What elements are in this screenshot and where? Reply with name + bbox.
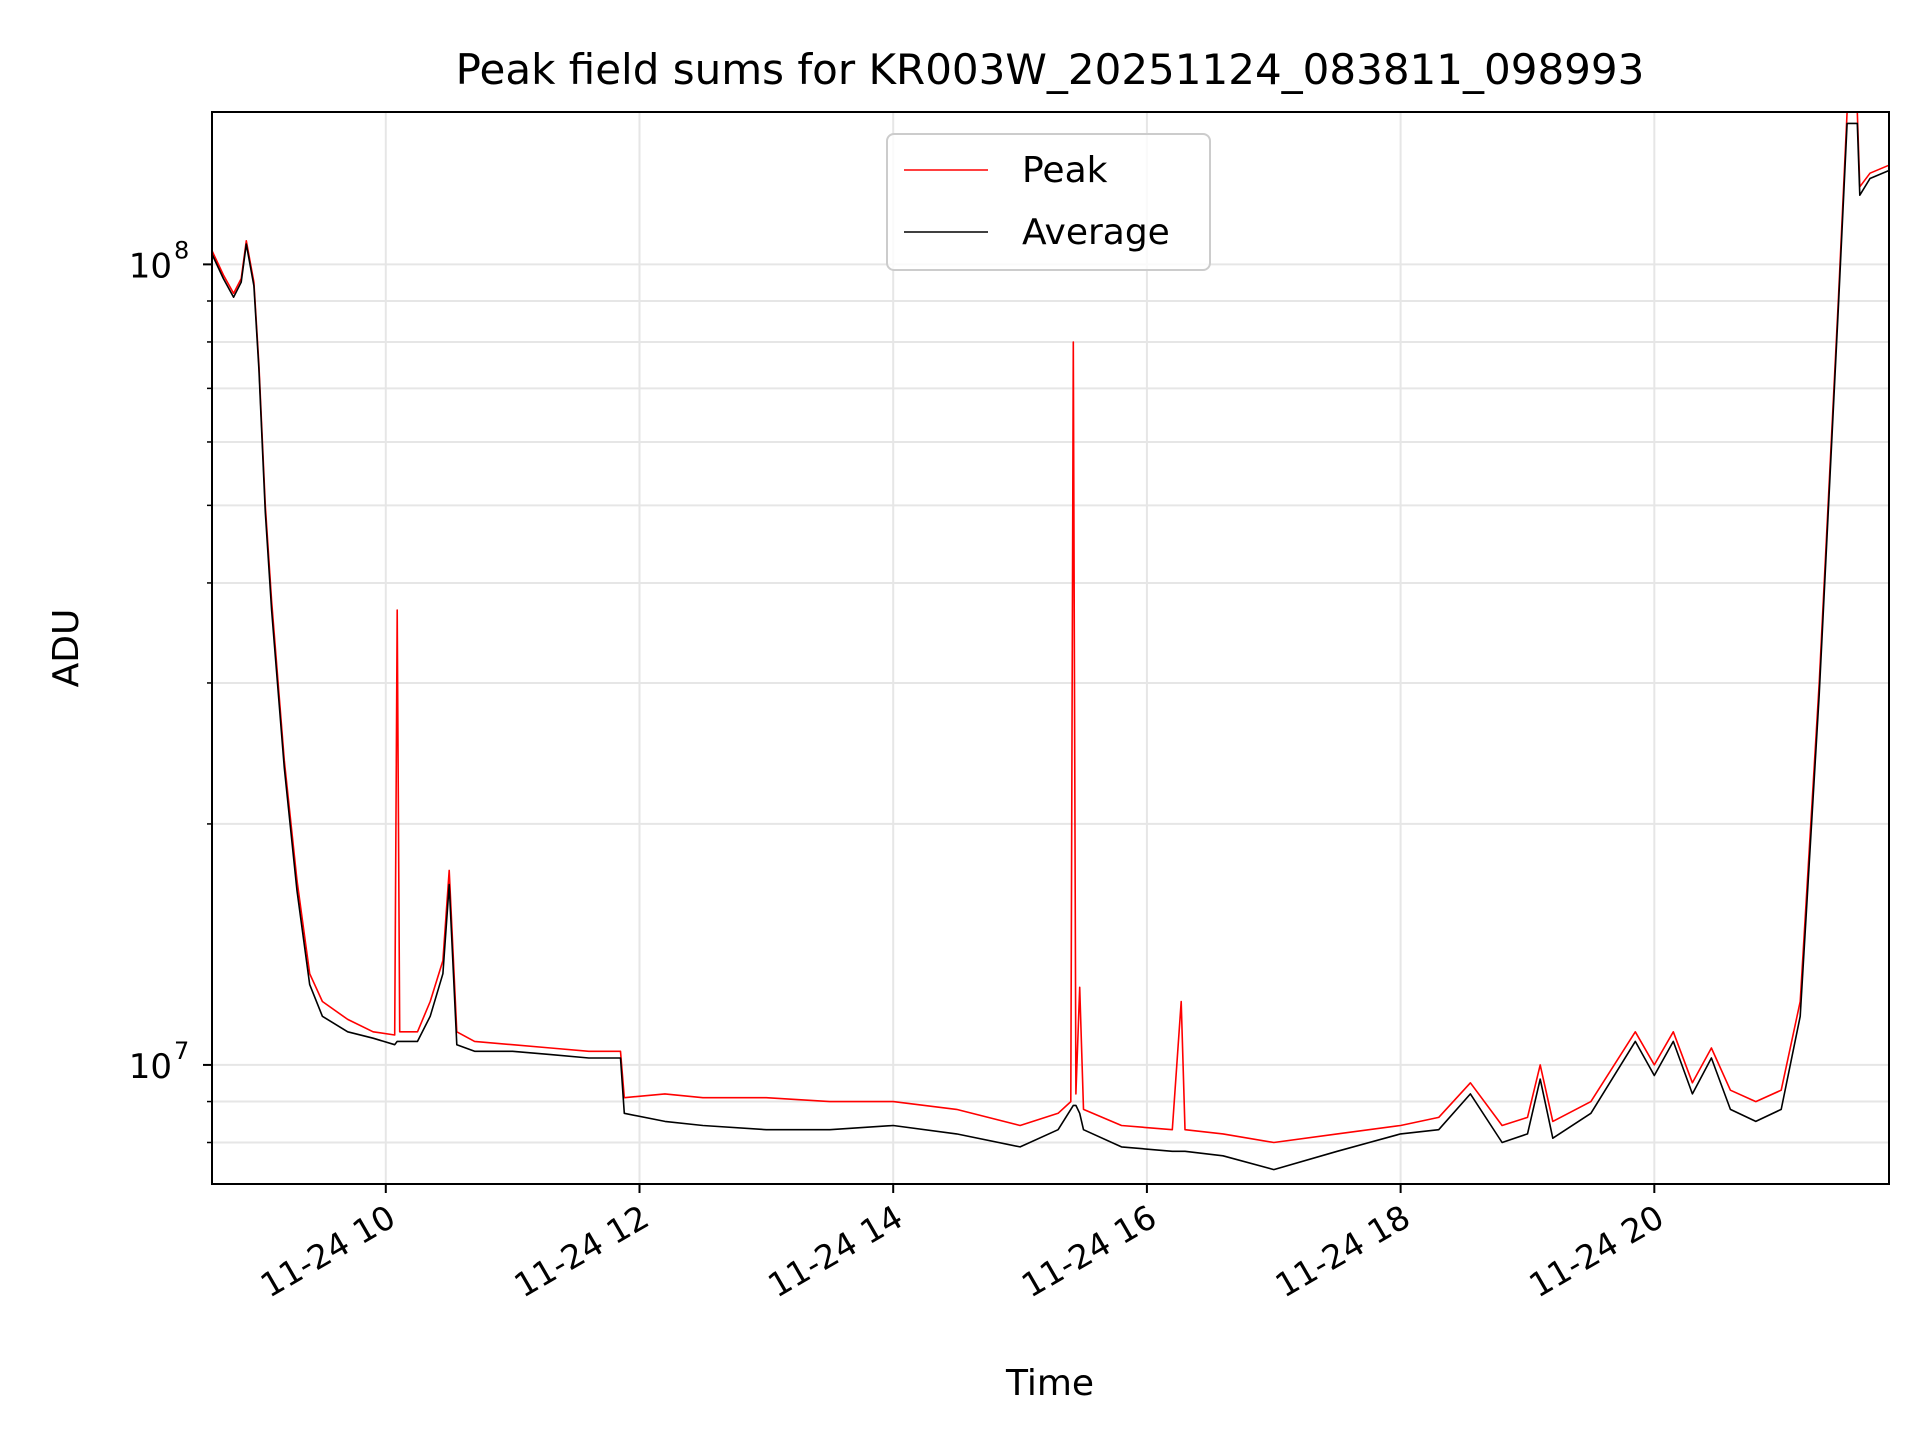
axes-frame [211,111,1890,1185]
legend-box [886,133,1211,271]
legend-label-peak: Peak [1022,150,1108,191]
y-axis-label: ADU [46,609,87,688]
y-tick-label: 10 [129,246,172,286]
series-line-average [211,122,1890,1171]
grid [212,112,1889,1184]
series-line-peak [211,111,1890,1144]
legend-label-average: Average [1022,212,1170,253]
y-tick-label-exponent: 7 [174,1037,189,1065]
plot-series [211,111,1890,1171]
y-tick-label-exponent: 8 [174,236,189,264]
y-tick-label: 10 [129,1047,172,1087]
legend: Peak Average [886,133,1211,271]
x-axis-label: Time [1005,1363,1094,1404]
chart-title: Peak field sums for KR003W_20251124_0838… [456,45,1645,94]
